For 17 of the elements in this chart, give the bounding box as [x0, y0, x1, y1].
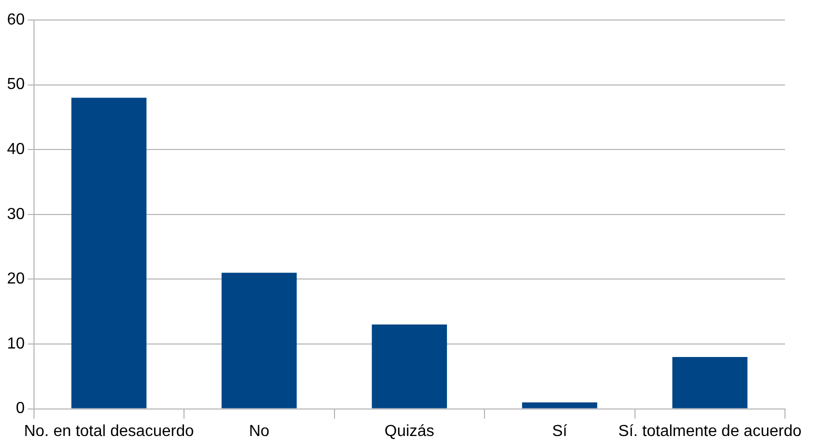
- x-tick-label: No: [248, 422, 270, 440]
- bar: [672, 356, 748, 408]
- bar: [222, 272, 297, 408]
- y-tick-label: 20: [7, 270, 25, 288]
- y-tick-label: 10: [7, 335, 25, 352]
- x-tick-label: Quizás: [384, 422, 434, 440]
- bar: [71, 98, 146, 408]
- bar: [372, 324, 447, 408]
- bar: [522, 402, 598, 408]
- x-tick-label: No. en total desacuerdo: [24, 422, 194, 440]
- y-tick-label: 30: [7, 206, 25, 223]
- y-tick-label: 50: [7, 76, 25, 94]
- y-tick-label: 0: [16, 400, 25, 418]
- x-tick-label: Sí. totalmente de acuerdo: [618, 422, 802, 440]
- y-tick-label: 60: [7, 11, 25, 28]
- y-tick-label: 40: [7, 141, 25, 158]
- x-tick-label: Sí: [552, 422, 568, 440]
